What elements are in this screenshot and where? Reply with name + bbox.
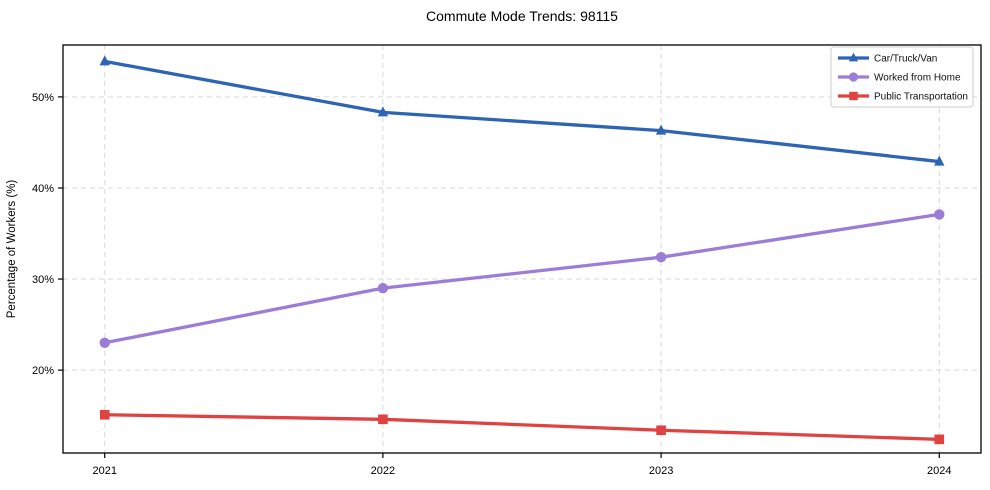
legend-triangle-marker [848, 52, 859, 62]
series-line-car-truck-van [103, 59, 941, 164]
series-line-worked-from-home [103, 212, 941, 345]
legend-box [830, 46, 974, 108]
series-point-car-truck-van-triangle-marker [99, 55, 110, 66]
plot-border [62, 44, 982, 454]
legend-square-marker [849, 91, 858, 101]
series-layer [99, 55, 945, 445]
series-point-car-truck-van-triangle-marker [934, 155, 945, 166]
chart-title: Commute Mode Trends: 98115 [426, 8, 618, 24]
y-tick-label: 30% [32, 274, 54, 286]
series-point-worked-from-home-circle-marker [934, 209, 945, 220]
y-tick-label: 40% [32, 183, 54, 195]
legend-label: Worked from Home [874, 73, 961, 84]
legend-label: Public Transportation [874, 92, 968, 103]
series-point-worked-from-home-circle-marker [377, 282, 389, 294]
legend-label: Car/Truck/Van [874, 54, 937, 65]
series-line-public-transportation [103, 413, 941, 441]
series-point-car-truck-van-triangle-marker [655, 124, 667, 135]
series-point-public-transportation-square-marker [934, 434, 945, 445]
x-tick-label: 2024 [927, 465, 951, 477]
y-tick-label: 50% [32, 92, 54, 104]
series-point-public-transportation-square-marker [378, 414, 388, 425]
series-point-worked-from-home-circle-marker [99, 337, 110, 349]
series-point-car-truck-van-triangle-marker [377, 106, 389, 117]
series-point-public-transportation-square-marker [656, 425, 666, 436]
series-point-public-transportation-square-marker [99, 409, 110, 420]
series-point-worked-from-home-circle-marker [655, 251, 667, 263]
x-tick-label: 2023 [649, 465, 673, 477]
axis-layer: 20% 30% 40% 50% 2021 2022 2023 2024 [32, 44, 982, 477]
x-tick-label: 2022 [371, 465, 395, 477]
y-axis-label: Percentage of Workers (%) [6, 180, 18, 319]
x-tick-label: 2021 [92, 465, 116, 477]
legend-circle-marker [848, 72, 859, 82]
y-tick-label: 20% [32, 365, 54, 377]
legend-layer: Car/Truck/Van Worked from Home Public Tran… [830, 46, 974, 108]
